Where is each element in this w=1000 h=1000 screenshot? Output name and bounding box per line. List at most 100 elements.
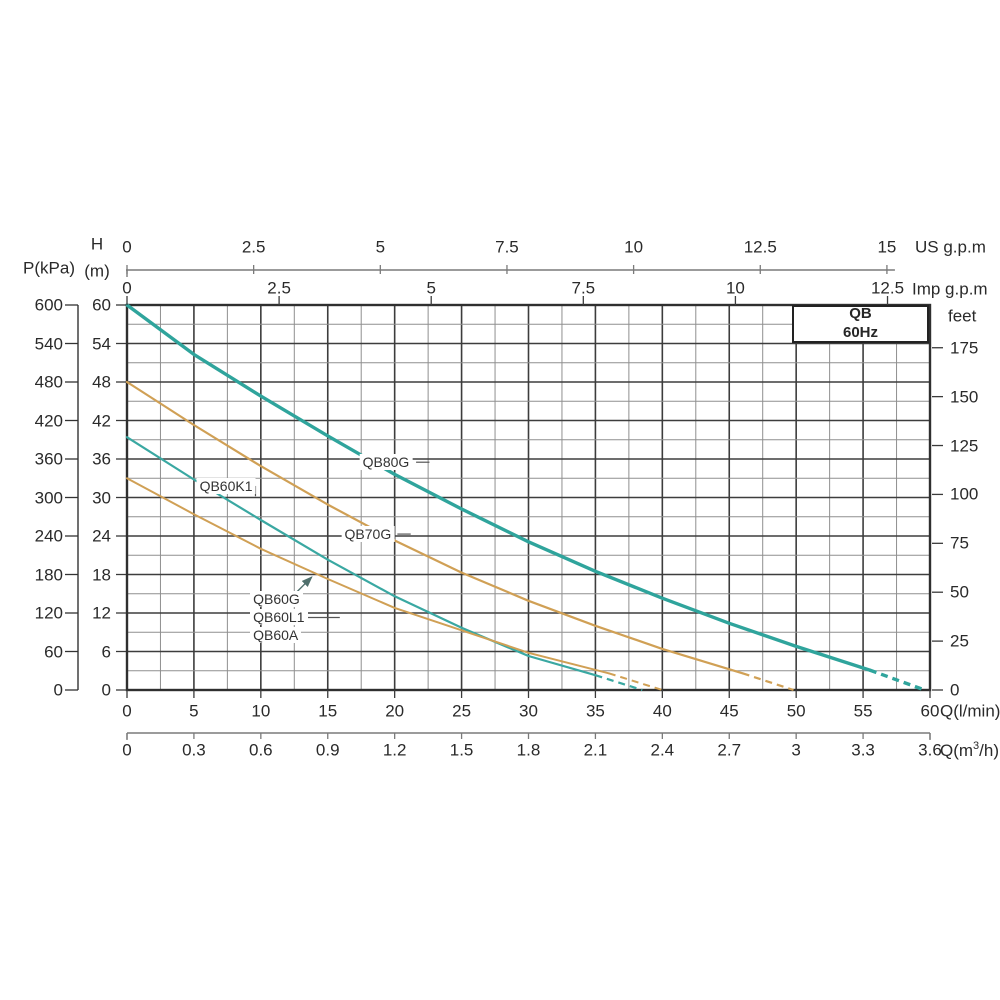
- kpa-tick-label: 420: [34, 411, 63, 430]
- kpa-tick-label: 120: [34, 603, 63, 623]
- lmin-tick-label: 40: [652, 701, 672, 721]
- curve-qb70g: [125, 380, 744, 675]
- curve-qb60g-dashed-tail: [608, 672, 663, 691]
- kpa-tick-label: 240: [34, 526, 63, 546]
- feet-tick-label: 50: [950, 582, 969, 602]
- imp-gpm-unit-label: Imp g.p.m: [912, 279, 988, 299]
- m3h-tick-label: 2.7: [717, 740, 742, 760]
- badge-series-name: QB: [849, 305, 872, 323]
- lmin-tick-label: 60: [920, 701, 940, 721]
- flow-m3h-sup: 3: [973, 740, 980, 753]
- annotation-arrow: [295, 576, 313, 594]
- kpa-tick-label: 300: [34, 488, 63, 507]
- curve-label-qb60a: QB60A: [250, 627, 302, 644]
- m3h-tick-label: 3.6: [918, 740, 942, 760]
- kpa-tick-label: 60: [44, 642, 63, 661]
- kpa-tick-label: 360: [34, 449, 63, 469]
- curve-qb70g-dashed-tail: [742, 672, 794, 692]
- head-m-tick-label: 60: [92, 295, 111, 315]
- curve-qb60g: [126, 477, 610, 675]
- curve-qb80g-dashed-tail: [869, 668, 926, 692]
- head-m-tick-label: 48: [92, 372, 111, 392]
- kpa-tick-label: 0: [53, 680, 63, 700]
- flow-m3h-prefix: Q(m: [940, 740, 974, 760]
- lmin-tick-label: 30: [519, 701, 538, 721]
- kpa-tick-label: 600: [34, 295, 63, 315]
- curve-label-qb80g: QB80G: [359, 454, 413, 471]
- m3h-tick-label: 2.4: [650, 740, 675, 760]
- feet-tick-label: 150: [950, 387, 979, 407]
- badge-frequency: 60Hz: [842, 324, 879, 341]
- head-m-tick-label: 18: [92, 565, 111, 584]
- lmin-tick-label: 25: [452, 701, 472, 721]
- curve-qb60k1-dashed-tail: [595, 674, 643, 692]
- curve-label-qb60l1: QB60L1: [250, 609, 308, 626]
- lmin-tick-label: 15: [318, 701, 338, 721]
- imp-gpm-tick-label: 0: [122, 278, 132, 298]
- kpa-tick-label: 180: [34, 565, 63, 584]
- feet-tick-label: 100: [950, 484, 979, 504]
- imp-gpm-tick-label: 12.5: [870, 278, 905, 298]
- lmin-tick-label: 45: [719, 701, 739, 721]
- m3h-tick-label: 1.5: [449, 740, 474, 760]
- lmin-tick-label: 50: [786, 701, 806, 721]
- lmin-tick-label: 10: [251, 701, 271, 721]
- imp-gpm-tick-label: 2.5: [267, 278, 291, 298]
- m3h-tick-label: 0.6: [249, 740, 273, 760]
- curve-label-qb60k1: QB60K1: [196, 477, 256, 494]
- head-m-tick-label: 0: [101, 680, 111, 700]
- head-m-tick-label: 36: [92, 449, 111, 469]
- head-m-tick-label: 6: [101, 642, 111, 661]
- us-gpm-tick-label: 5: [375, 237, 386, 257]
- lmin-tick-label: 55: [853, 701, 873, 721]
- feet-tick-label: 175: [950, 338, 979, 358]
- us-gpm-tick-label: 2.5: [241, 237, 266, 257]
- flow-m3h-unit-label: Q(m3/h): [940, 741, 999, 759]
- lmin-tick-label: 20: [385, 701, 405, 721]
- m3h-tick-label: 0: [122, 740, 132, 760]
- imp-gpm-tick-label: 5: [426, 278, 436, 298]
- curve-qb80g: [125, 303, 872, 672]
- lmin-tick-label: 35: [585, 701, 605, 721]
- us-gpm-tick-label: 0: [122, 237, 132, 257]
- lmin-tick-label: 5: [189, 701, 199, 721]
- flow-lmin-unit-label: Q(l/min): [940, 701, 1000, 721]
- head-m-tick-label: 12: [92, 603, 111, 623]
- pressure-axis-title: P(kPa): [23, 258, 75, 278]
- m3h-tick-label: 3: [791, 740, 801, 760]
- us-gpm-tick-label: 10: [624, 237, 644, 257]
- feet-tick-label: 75: [950, 533, 969, 553]
- m3h-tick-label: 0.9: [315, 740, 340, 760]
- m3h-tick-label: 0.3: [182, 740, 206, 760]
- m3h-tick-label: 1.8: [516, 740, 541, 760]
- us-gpm-tick-label: 15: [877, 237, 897, 257]
- feet-tick-label: 0: [950, 680, 960, 700]
- feet-unit-label: feet: [948, 306, 977, 326]
- head-m-tick-label: 42: [92, 411, 111, 430]
- m3h-tick-label: 1.2: [382, 740, 407, 760]
- us-gpm-unit-label: US g.p.m: [915, 237, 986, 257]
- model-badge: QB 60Hz: [792, 305, 929, 343]
- kpa-tick-label: 480: [34, 372, 63, 392]
- m3h-tick-label: 2.1: [583, 740, 608, 760]
- head-m-tick-label: 54: [92, 334, 111, 353]
- feet-tick-label: 125: [950, 436, 979, 456]
- us-gpm-tick-label: 12.5: [743, 237, 777, 257]
- us-gpm-tick-label: 7.5: [495, 237, 519, 257]
- flow-m3h-suffix: /h): [979, 740, 1000, 760]
- imp-gpm-tick-label: 7.5: [571, 278, 596, 298]
- m3h-tick-label: 3.3: [851, 740, 875, 760]
- curve-label-qb70g: QB70G: [341, 526, 395, 543]
- feet-tick-label: 25: [950, 631, 969, 651]
- curve-label-qb60g: QB60G: [250, 590, 303, 607]
- head-axis-title-m: (m): [84, 261, 110, 281]
- imp-gpm-tick-label: 10: [725, 278, 745, 298]
- head-axis-title-h: H: [90, 234, 104, 254]
- kpa-tick-label: 540: [34, 334, 63, 353]
- head-m-tick-label: 30: [92, 488, 111, 507]
- head-m-tick-label: 24: [92, 526, 111, 546]
- lmin-tick-label: 0: [122, 701, 132, 721]
